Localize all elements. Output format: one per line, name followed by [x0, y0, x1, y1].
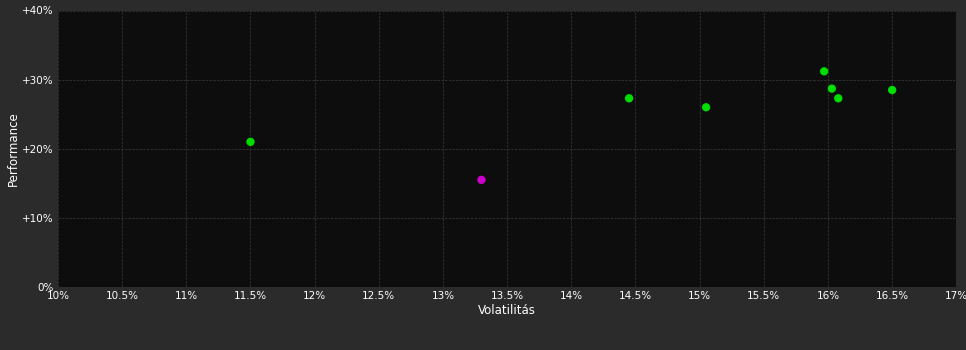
Y-axis label: Performance: Performance: [7, 111, 19, 186]
Point: [621, 96, 637, 101]
Point: [831, 96, 846, 101]
Point: [473, 177, 489, 183]
Point: [242, 139, 258, 145]
Point: [885, 87, 900, 93]
X-axis label: Volatilitás: Volatilitás: [478, 304, 536, 317]
Point: [816, 69, 832, 74]
Point: [824, 86, 839, 91]
Point: [698, 104, 714, 110]
